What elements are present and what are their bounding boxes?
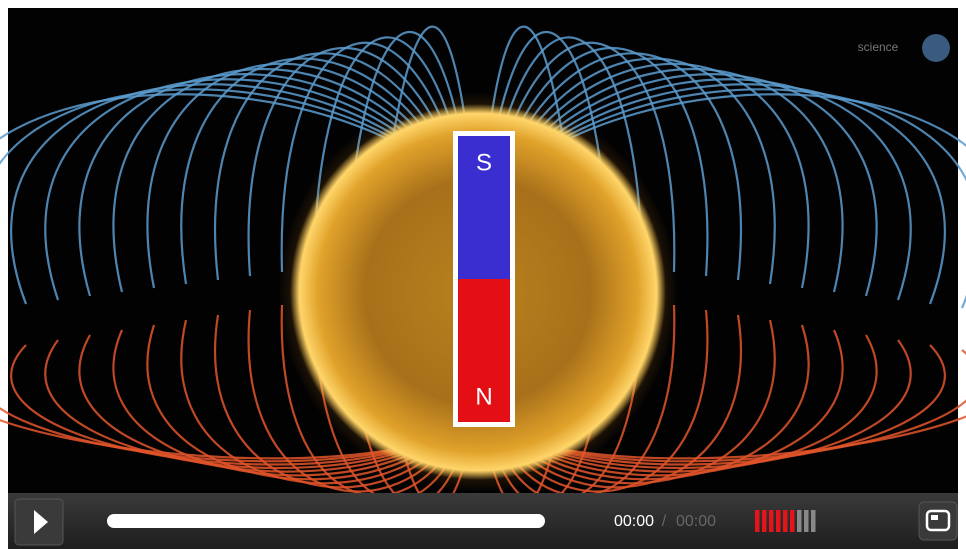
progress-bar[interactable]	[107, 514, 545, 528]
duration: 00:00	[676, 513, 716, 530]
south-label: S	[476, 149, 492, 176]
fullscreen-icon	[925, 509, 951, 532]
watermark: science	[858, 40, 899, 54]
fullscreen-button[interactable]	[918, 501, 958, 541]
volume-level	[797, 510, 802, 532]
current-time: 00:00	[614, 513, 654, 530]
play-icon	[34, 510, 48, 534]
blue-field-line	[0, 93, 391, 141]
blue-field-line	[504, 41, 676, 273]
north-label: N	[475, 383, 492, 410]
red-field-line	[565, 415, 966, 460]
blue-field-line	[280, 41, 452, 273]
volume-level	[776, 510, 781, 532]
volume-level	[811, 510, 816, 532]
fullscreen-icon-inner	[931, 515, 938, 520]
blue-field-line	[565, 93, 966, 148]
red-field-line	[0, 418, 391, 460]
volume-level	[762, 510, 767, 532]
volume-level	[790, 510, 795, 532]
magnet-north	[458, 279, 510, 422]
magnet-south	[458, 136, 510, 279]
volume-level	[755, 510, 760, 532]
volume-level	[783, 510, 788, 532]
volume-level	[769, 510, 774, 532]
volume-level	[804, 510, 809, 532]
blue-field-line	[0, 88, 397, 166]
volume-control[interactable]	[755, 510, 816, 532]
blue-field-line	[559, 88, 966, 309]
time-separator: /	[662, 513, 667, 530]
watermark-logo	[922, 34, 950, 62]
